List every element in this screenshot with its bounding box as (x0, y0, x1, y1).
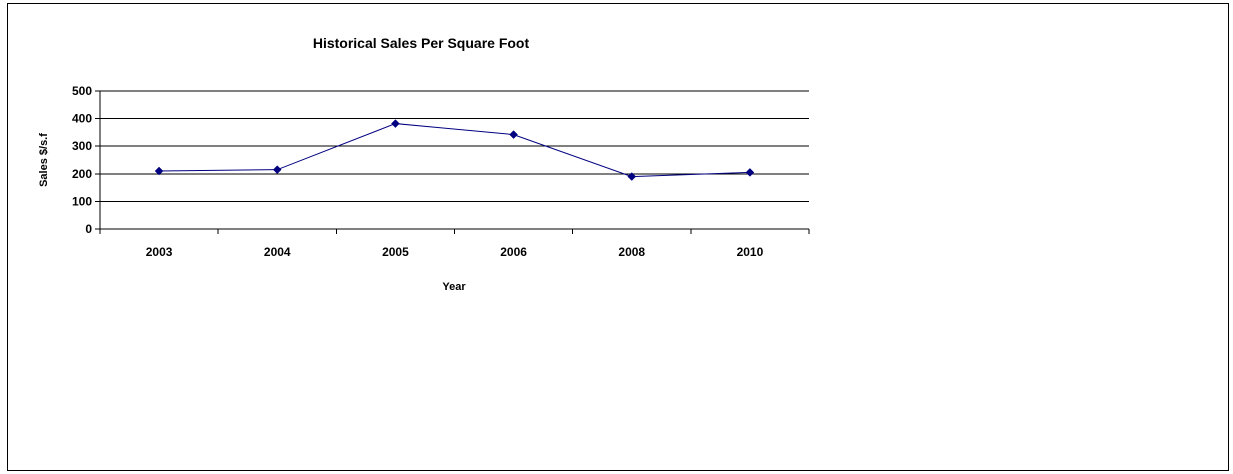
y-tick-label: 500 (72, 84, 92, 98)
data-point-marker (272, 165, 282, 175)
y-tick-label: 400 (72, 112, 92, 126)
x-tick-label: 2004 (264, 245, 291, 259)
plot-area: 0 100 200 300 400 500 2003 2004 2005 2006 2008 2010 (72, 84, 810, 259)
line-chart: Historical Sales Per Square Foot Sales $… (38, 35, 810, 293)
x-tick-label: 2003 (146, 245, 173, 259)
chart-title: Historical Sales Per Square Foot (313, 35, 530, 51)
x-tick-label: 2005 (382, 245, 409, 259)
y-tick-label: 200 (72, 167, 92, 181)
y-tick-label: 100 (72, 194, 92, 208)
x-tick-label: 2010 (737, 245, 764, 259)
data-point-marker (627, 172, 637, 181)
data-point-marker (509, 130, 518, 139)
y-tick-label: 0 (85, 222, 92, 236)
y-tick-label: 300 (72, 139, 92, 153)
chart-frame: Historical Sales Per Square Foot Sales $… (7, 3, 1229, 471)
x-axis-title: Year (442, 281, 466, 293)
series-line (159, 123, 750, 178)
x-tick-label: 2008 (618, 245, 645, 259)
x-tick-label: 2006 (500, 245, 527, 259)
data-point-marker (391, 119, 400, 128)
y-axis-title: Sales $/s.f (38, 133, 50, 187)
data-point-marker (745, 168, 755, 177)
data-point-marker (154, 166, 164, 176)
